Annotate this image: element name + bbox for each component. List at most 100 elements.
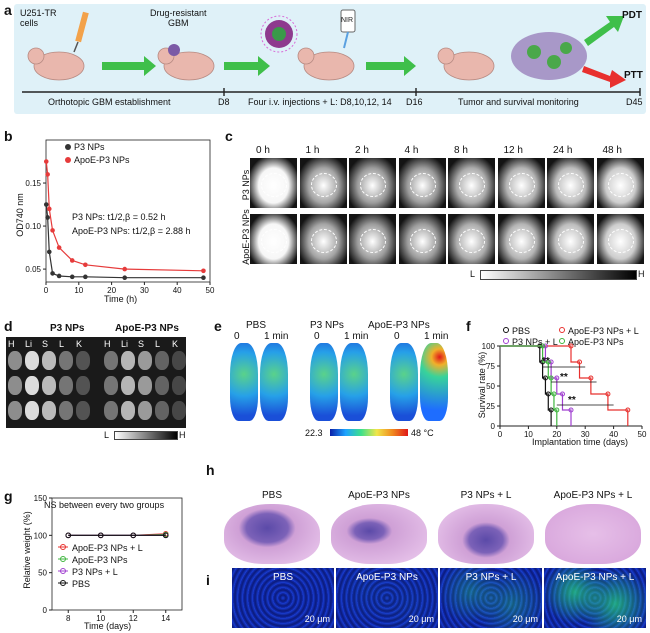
imaging-cell — [448, 214, 495, 264]
syringe-icon — [73, 11, 89, 53]
mouse-thermal — [230, 343, 258, 421]
organ-label: Li — [121, 339, 129, 349]
y-tick-label: 150 — [34, 494, 48, 503]
x-tick-label: 0 — [498, 430, 503, 439]
data-point — [50, 228, 55, 233]
imaging-grid — [250, 158, 646, 266]
mouse-thermal — [340, 343, 368, 421]
mouse-icon — [157, 44, 215, 81]
group-label: PBS — [272, 572, 293, 583]
y-tick-label: 75 — [486, 362, 495, 371]
scale-min: 22.3 — [305, 428, 323, 438]
organ-blob — [42, 376, 56, 395]
data-point — [83, 262, 88, 268]
gbm-label: Drug-resistant GBM — [150, 8, 207, 28]
scale-max: 48 °C — [411, 428, 434, 438]
imaging-cell — [398, 158, 446, 208]
y-tick-label: 0 — [491, 422, 496, 431]
cells-label: U251-TR cells — [20, 8, 57, 28]
tumor-roi — [558, 229, 584, 253]
brain-section — [224, 504, 320, 564]
imaging-cell — [299, 214, 347, 264]
organ-blob — [76, 376, 90, 395]
x-tick-label: 40 — [609, 430, 618, 439]
time-label: 1 min — [344, 331, 369, 342]
x-tick-label: 30 — [581, 430, 590, 439]
data-point — [542, 375, 548, 381]
organ-blob — [172, 376, 186, 395]
mouse-thermal — [390, 343, 418, 421]
y-tick-label: 100 — [34, 531, 48, 540]
organ-label: K — [76, 339, 83, 349]
organ-blob — [42, 351, 56, 370]
legend-marker — [60, 544, 66, 550]
time-label: 1 min — [424, 331, 449, 342]
panel-a-label: a — [4, 2, 12, 18]
data-point — [545, 359, 551, 365]
x-tick-label: 10 — [74, 286, 83, 295]
organ-blob — [59, 376, 73, 395]
imaging-cell — [250, 158, 297, 208]
panel-e-label: e — [214, 318, 222, 334]
organ-blob — [76, 401, 90, 420]
group-label: P3 NPs — [50, 323, 85, 334]
arrow-icon — [224, 56, 270, 76]
timeline-stage: Orthotopic GBM establishment — [48, 97, 171, 107]
scale-low: L — [470, 269, 476, 279]
fluorescence-row: PBS 20 μm ApoE-P3 NPs 20 μm P3 NPs + L 20 μm A… — [232, 568, 648, 630]
x-axis-label: Time (days) — [84, 621, 132, 631]
group-label: PBS — [246, 320, 267, 331]
legend-item: P3 NPs + L — [72, 567, 118, 577]
timepoint-label: 2 h — [355, 145, 369, 156]
timepoint-label: 48 h — [602, 145, 622, 156]
scale-bar-label: 20 μm — [616, 614, 642, 624]
organ-blob — [155, 351, 169, 370]
organ-label: K — [172, 339, 179, 349]
y-tick-label: 25 — [486, 402, 495, 411]
legend-item: ApoE-P3 NPs + L — [568, 326, 639, 336]
data-point — [56, 273, 62, 279]
plot-frame — [45, 139, 211, 283]
panel-a-scheme: NIR — [22, 9, 641, 96]
organ-blob — [104, 351, 118, 370]
data-point — [130, 532, 137, 539]
fluorescence-image: PBS 20 μm — [232, 568, 334, 628]
data-point — [554, 375, 560, 381]
mouse-icon — [297, 47, 355, 81]
data-point — [69, 258, 75, 263]
imaging-cell — [349, 214, 396, 264]
x-tick-label: 14 — [161, 614, 170, 623]
legend-marker — [60, 556, 66, 562]
panel-g-label: g — [4, 488, 13, 504]
tumor-roi — [607, 229, 634, 253]
scale-high: H — [638, 269, 645, 279]
organ-image: H H Li Li S S L L K K — [6, 337, 186, 428]
group-label: ApoE-P3 NPs + L — [553, 490, 633, 501]
timepoint-label: 8 h — [454, 145, 468, 156]
panel-b-label: b — [4, 128, 13, 144]
significance-mark: ** — [568, 395, 576, 406]
group-label: P3 NPs — [310, 320, 344, 331]
weight-chart: 8 10 12 14 0 50 100 150 — [34, 494, 183, 623]
scale-bar-label: 20 μm — [408, 614, 434, 624]
organ-blob — [8, 401, 22, 420]
tumor-roi — [558, 173, 584, 197]
data-point — [162, 532, 169, 539]
arrow-icon — [366, 56, 416, 76]
imaging-cell — [547, 158, 594, 208]
time-label: 1 min — [264, 331, 289, 342]
timepoint-label: 1 h — [305, 145, 320, 156]
tumor-roi — [409, 229, 436, 253]
nanoparticle-icon — [260, 15, 298, 53]
timeline-day: D16 — [406, 97, 423, 107]
y-tick-label: 50 — [38, 569, 47, 578]
tumor-cluster-icon — [511, 32, 587, 80]
x-axis-label: Implantation time (days) — [532, 437, 629, 447]
data-point — [122, 275, 128, 280]
timepoint-label: 12 h — [503, 145, 523, 156]
x-tick-label: 50 — [638, 430, 647, 439]
data-point — [43, 202, 49, 207]
organ-blob — [8, 351, 22, 370]
data-point — [43, 159, 49, 164]
legend-marker — [503, 327, 509, 333]
